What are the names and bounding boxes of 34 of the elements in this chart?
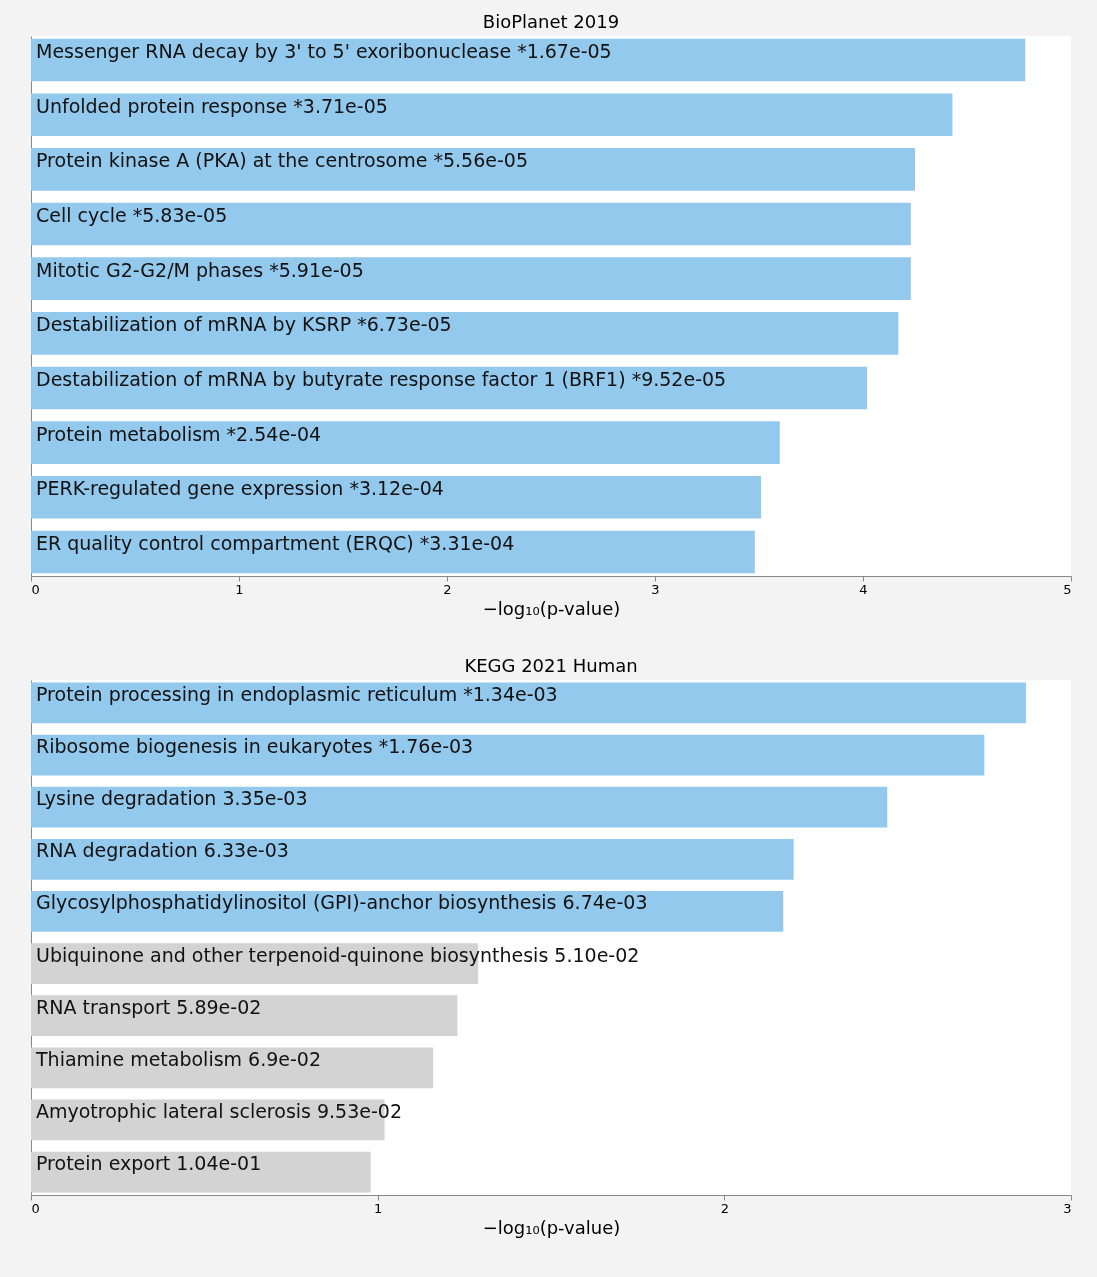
y-tick-label: Ribosome biogenesis in eukaryotes *1.76e-03 [36, 735, 474, 758]
y-tick-label: Mitotic G2-G2/M phases *5.91e-05 [36, 258, 364, 281]
x-axis-title: −log₁₀(p-value) [482, 597, 621, 619]
y-tick-label: Protein export 1.04e-01 [36, 1152, 262, 1175]
y-tick-label: PERK-regulated gene expression *3.12e-04 [36, 477, 444, 500]
y-tick-label: RNA transport 5.89e-02 [36, 995, 262, 1018]
x-tick-label: 3 [1063, 1200, 1072, 1216]
x-tick-label: 1 [374, 1200, 383, 1216]
y-tick-label: Protein processing in endoplasmic reticulum *1.34e-03 [36, 682, 558, 705]
y-tick-label: Thiamine metabolism 6.9e-02 [35, 1047, 322, 1070]
y-tick-label: Amyotrophic lateral sclerosis 9.53e-02 [36, 1099, 403, 1122]
y-tick-label: Destabilization of mRNA by KSRP *6.73e-05 [36, 313, 452, 336]
y-tick-label: Glycosylphosphatidylinositol (GPI)-anchor biosynthesis 6.74e-03 [36, 891, 648, 914]
x-tick-label: 1 [235, 581, 244, 597]
y-tick-label: Protein metabolism *2.54e-04 [36, 422, 322, 445]
chart-title: KEGG 2021 Human [464, 655, 638, 676]
x-tick-label: 4 [859, 581, 868, 597]
x-tick-label: 0 [31, 1200, 40, 1216]
y-tick-label: Cell cycle *5.83e-05 [36, 204, 228, 227]
x-tick-label: 3 [651, 581, 660, 597]
x-axis-title: −log₁₀(p-value) [482, 1216, 621, 1238]
y-tick-label: Messenger RNA decay by 3' to 5' exoribonuclease *1.67e-05 [36, 40, 612, 63]
chart-title: BioPlanet 2019 [482, 11, 620, 32]
y-tick-label: ER quality control compartment (ERQC) *3.31e-04 [36, 531, 515, 554]
y-tick-label: Ubiquinone and other terpenoid-quinone biosynthesis 5.10e-02 [36, 943, 640, 966]
y-tick-label: Lysine degradation 3.35e-03 [36, 787, 308, 810]
x-tick-label: 2 [720, 1200, 729, 1216]
y-tick-label: RNA degradation 6.33e-03 [36, 839, 289, 862]
x-tick-label: 0 [31, 581, 40, 597]
x-tick-label: 5 [1063, 581, 1072, 597]
y-tick-label: Destabilization of mRNA by butyrate response factor 1 (BRF1) *9.52e-05 [36, 367, 727, 390]
x-tick-label: 2 [443, 581, 452, 597]
y-tick-label: Protein kinase A (PKA) at the centrosome *5.56e-05 [36, 149, 529, 172]
y-tick-label: Unfolded protein response *3.71e-05 [36, 94, 388, 117]
